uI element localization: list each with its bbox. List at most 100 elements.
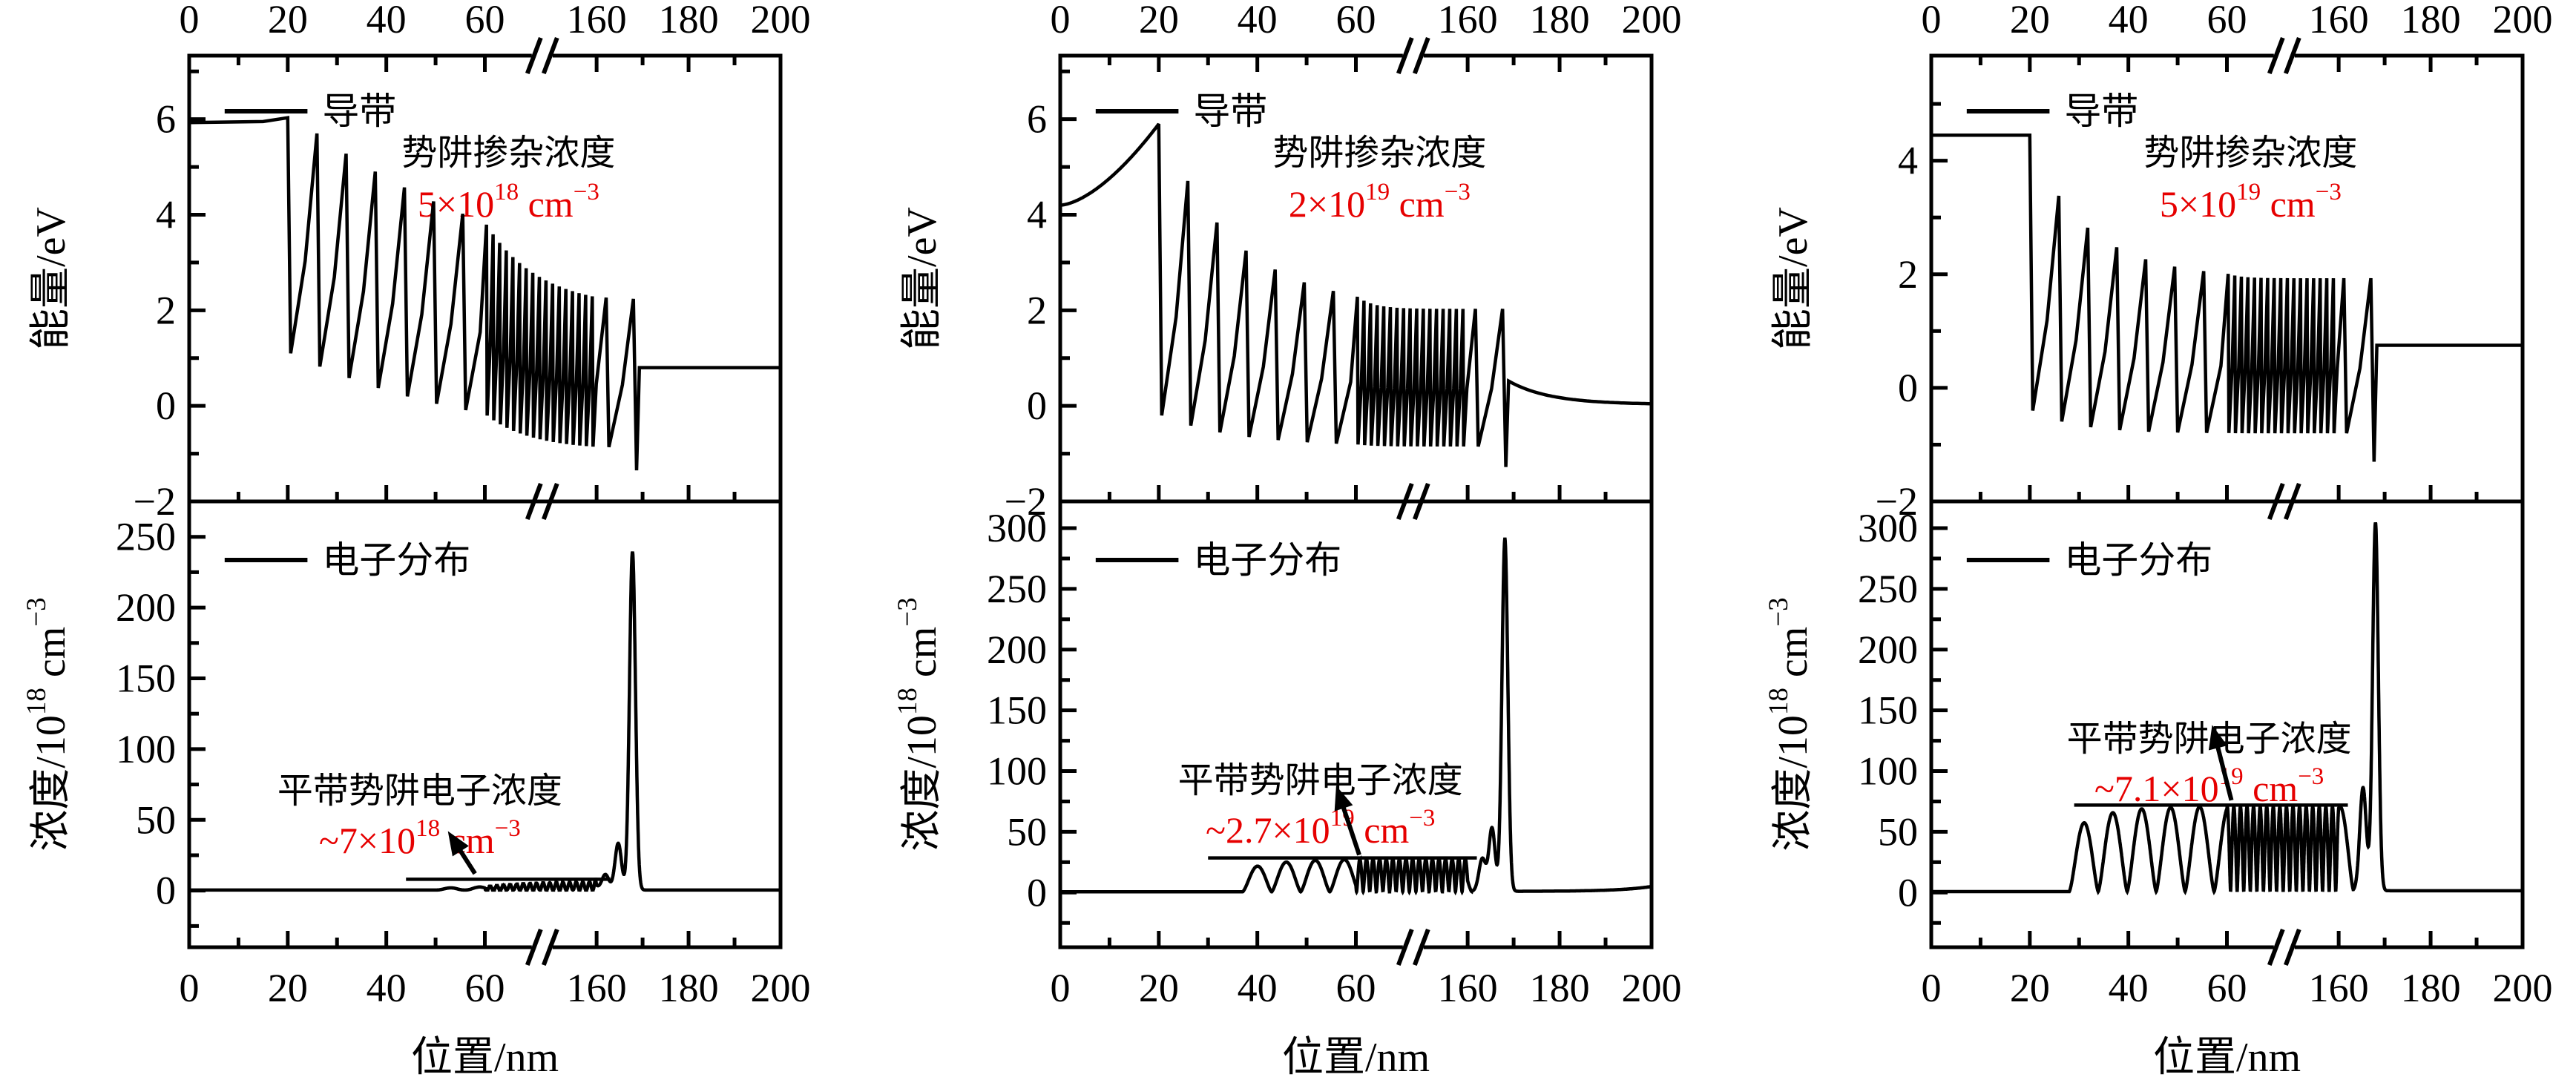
annotation-flatband-value: ~7.1×1019 cm−3 bbox=[2094, 763, 2324, 809]
axis-break-icon bbox=[1412, 928, 1430, 967]
panel-bottom-3: 300 250 200 150 100 50 0 0 20 40 60 160 180 200 位置/nm 浓… bbox=[1763, 499, 2553, 1080]
y-tick-label: 6 bbox=[1027, 97, 1047, 142]
annotation-arrow-head bbox=[1334, 786, 1353, 811]
y-axis-title-concentration: 浓度/1018 cm−3 bbox=[1763, 597, 1816, 851]
axis-break-icon bbox=[2284, 36, 2301, 75]
y-axis-title-concentration: 浓度/1018 cm−3 bbox=[21, 597, 74, 851]
x-tick-label-top: 60 bbox=[1336, 0, 1376, 42]
annotation-arrow-head bbox=[447, 831, 469, 857]
annotation-doping-label: 势阱掺杂浓度 bbox=[401, 134, 615, 173]
annotation-flatband-value: ~7×1018 cm−3 bbox=[319, 815, 521, 861]
y-tick-label: 100 bbox=[987, 749, 1047, 794]
x-tick-label-bottom: 160 bbox=[1438, 966, 1498, 1010]
y-tick-label: 0 bbox=[1027, 383, 1047, 428]
legend-label-band: 导带 bbox=[2064, 90, 2138, 132]
y-tick-label: 200 bbox=[116, 585, 176, 630]
y-tick-label: 200 bbox=[1858, 628, 1918, 672]
legend-label-density: 电子分布 bbox=[322, 539, 470, 581]
y-tick-label: 150 bbox=[1858, 688, 1918, 733]
x-tick-label-bottom: 200 bbox=[1622, 966, 1682, 1010]
y-tick-label: 0 bbox=[1898, 870, 1918, 915]
annotation-flatband-label: 平带势阱电子浓度 bbox=[277, 771, 562, 811]
y-tick-label: 100 bbox=[1858, 749, 1918, 794]
x-tick-label-top: 200 bbox=[751, 0, 811, 42]
annotation-flatband-label: 平带势阱电子浓度 bbox=[1178, 761, 1463, 800]
x-tick-label-bottom: 60 bbox=[2207, 966, 2247, 1010]
legend-label-density: 电子分布 bbox=[1193, 539, 1341, 581]
x-tick-label-bottom: 60 bbox=[465, 966, 505, 1010]
x-tick-label-bottom: 40 bbox=[2109, 966, 2149, 1010]
legend-label-band: 导带 bbox=[322, 90, 396, 132]
axis-break-icon bbox=[525, 36, 543, 75]
x-tick-label-top: 180 bbox=[2401, 0, 2461, 42]
x-tick-label-bottom: 20 bbox=[2010, 966, 2050, 1010]
x-tick-label-top: 20 bbox=[268, 0, 308, 42]
y-tick-label: 2 bbox=[156, 288, 176, 332]
axis-break-icon bbox=[1412, 36, 1430, 75]
x-tick-label-top: 160 bbox=[1438, 0, 1498, 42]
x-tick-label-top: 40 bbox=[2109, 0, 2149, 42]
y-tick-label: −2 bbox=[1876, 479, 1918, 524]
x-tick-label-top: 160 bbox=[2309, 0, 2369, 42]
x-tick-label-top: 180 bbox=[659, 0, 719, 42]
x-tick-label-top: 160 bbox=[567, 0, 627, 42]
legend: 电子分布 bbox=[224, 539, 470, 581]
x-axis-title-position: 位置/nm bbox=[2153, 1035, 2301, 1080]
x-tick-label-top: 20 bbox=[1139, 0, 1179, 42]
legend: 导带 bbox=[1095, 90, 1267, 132]
axis-break-icon bbox=[2284, 928, 2301, 967]
x-tick-label-top: 0 bbox=[180, 0, 200, 42]
x-tick-label-bottom: 160 bbox=[567, 966, 627, 1010]
curve-conduction-band bbox=[1059, 122, 1652, 467]
y-axis-title-concentration: 浓度/1018 cm−3 bbox=[892, 597, 945, 851]
x-tick-label-bottom: 40 bbox=[1238, 966, 1278, 1010]
legend: 导带 bbox=[224, 90, 396, 132]
y-tick-label: 6 bbox=[156, 97, 176, 142]
x-tick-label-bottom: 20 bbox=[1139, 966, 1179, 1010]
x-tick-label-bottom: 0 bbox=[1051, 966, 1071, 1010]
annotation-doping-label: 势阱掺杂浓度 bbox=[2143, 134, 2357, 173]
x-tick-label-bottom: 200 bbox=[751, 966, 811, 1010]
legend-label-band: 导带 bbox=[1193, 90, 1267, 132]
axis-break-icon bbox=[1396, 36, 1414, 75]
x-tick-label-top: 0 bbox=[1051, 0, 1071, 42]
x-tick-label-top: 40 bbox=[367, 0, 407, 42]
y-tick-label: 100 bbox=[116, 727, 176, 771]
curve-conduction-band bbox=[1931, 133, 2523, 462]
x-tick-label-bottom: 180 bbox=[2401, 966, 2461, 1010]
annotation-arrow-shaft bbox=[2213, 738, 2234, 801]
x-tick-label-bottom: 200 bbox=[2493, 966, 2553, 1010]
axis-break-icon bbox=[525, 928, 543, 967]
legend: 导带 bbox=[1966, 90, 2138, 132]
x-axis-title-position: 位置/nm bbox=[411, 1035, 559, 1080]
legend: 电子分布 bbox=[1095, 539, 1341, 581]
x-tick-label-bottom: 20 bbox=[268, 966, 308, 1010]
y-tick-label: 0 bbox=[156, 383, 176, 428]
axis-break-icon bbox=[1396, 928, 1414, 967]
y-tick-label: −2 bbox=[1005, 479, 1047, 524]
x-tick-label-top: 200 bbox=[1622, 0, 1682, 42]
y-tick-label: −2 bbox=[134, 479, 176, 524]
x-tick-label-top: 60 bbox=[465, 0, 505, 42]
legend: 电子分布 bbox=[1966, 539, 2212, 581]
curve-electron-distribution bbox=[1060, 537, 1653, 896]
x-tick-label-top: 40 bbox=[1238, 0, 1278, 42]
legend-label-density: 电子分布 bbox=[2064, 539, 2212, 581]
y-tick-label: 250 bbox=[1858, 567, 1918, 611]
x-tick-label-bottom: 60 bbox=[1336, 966, 1376, 1010]
annotation-arrow-shaft bbox=[1338, 798, 1361, 856]
x-tick-label-top: 200 bbox=[2493, 0, 2553, 42]
y-axis-title-energy: 能量/eV bbox=[28, 207, 74, 350]
axes-frame bbox=[1058, 53, 1654, 504]
annotation-doping-value: 5×1019 cm−3 bbox=[2160, 179, 2342, 225]
y-tick-label: 250 bbox=[116, 515, 176, 559]
y-tick-label: 2 bbox=[1027, 288, 1047, 332]
y-tick-label: 2 bbox=[1898, 252, 1918, 297]
x-axis-title-position: 位置/nm bbox=[1282, 1035, 1430, 1080]
axis-break-icon bbox=[542, 928, 559, 967]
annotation-arrow-head bbox=[2208, 725, 2228, 751]
